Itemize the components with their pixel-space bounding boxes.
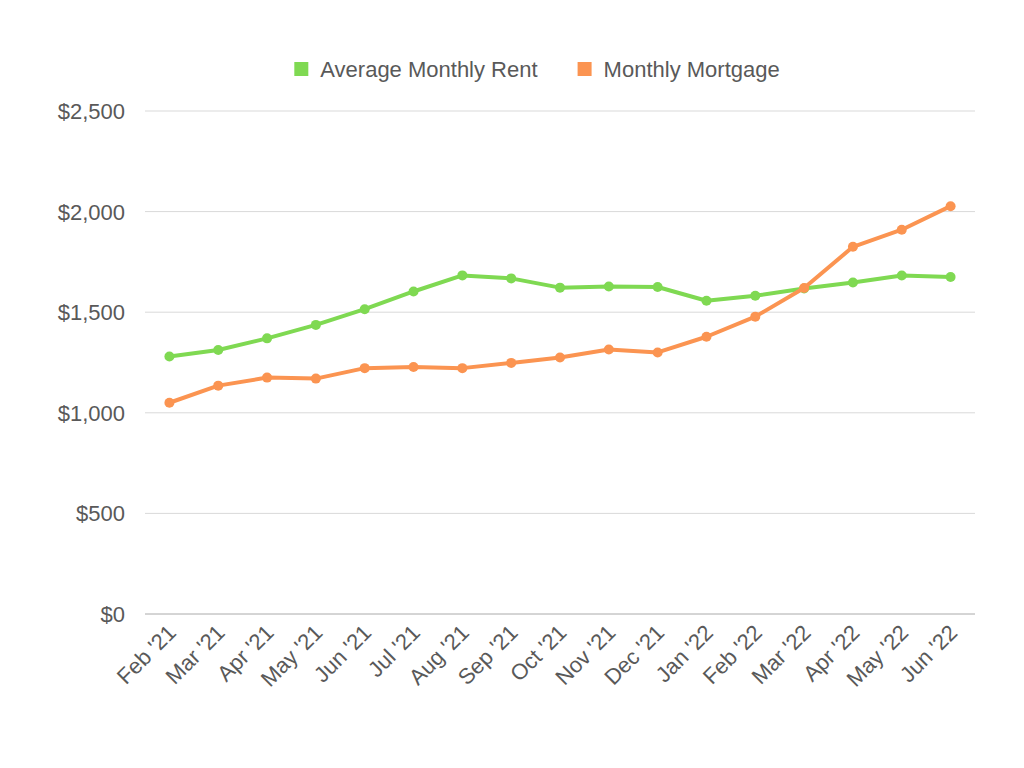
data-point [262,373,272,383]
legend-label: Average Monthly Rent [320,57,537,82]
data-point [311,320,321,330]
legend: Average Monthly Rent Monthly Mortgage [294,57,779,82]
grid-line [145,211,975,212]
x-tick-label: May '21 [256,620,328,692]
x-tick-label: Mar '21 [161,620,230,689]
y-tick-label: $1,500 [58,300,125,325]
grid-line [145,513,975,514]
data-point [701,296,711,306]
data-point [653,282,663,292]
data-point [604,281,614,291]
data-point [897,225,907,235]
x-tick-label: Dec '21 [599,620,669,690]
series-line [169,275,950,356]
plot-area [164,201,955,408]
data-point [311,374,321,384]
data-point [506,358,516,368]
y-tick-label: $1,000 [58,401,125,426]
grid-line [145,312,975,313]
data-point [506,273,516,283]
data-point [946,201,956,211]
grid-line [145,111,975,112]
series-line [169,206,950,403]
data-point [604,344,614,354]
x-tick-label: May '22 [842,620,914,692]
data-point [750,291,760,301]
x-tick-label: Jun '21 [309,620,376,687]
data-point [555,352,565,362]
data-point [213,345,223,355]
data-point [457,270,467,280]
data-point [360,363,370,373]
y-tick-label: $2,500 [58,99,125,124]
x-tick-label: Sep '21 [453,620,523,690]
data-point [164,351,174,361]
y-tick-label: $0 [101,602,125,627]
data-point [848,277,858,287]
y-tick-label: $2,000 [58,200,125,225]
data-point [164,398,174,408]
data-point [946,272,956,282]
legend-label: Monthly Mortgage [604,57,780,82]
data-point [555,283,565,293]
data-point [409,362,419,372]
y-tick-label: $500 [76,501,125,526]
data-point [848,242,858,252]
x-tick-label: Mar '22 [747,620,816,689]
data-point [701,332,711,342]
data-point [750,312,760,322]
data-point [213,381,223,391]
chart: $0$500$1,000$1,500$2,000$2,500Feb '21Mar… [0,0,1024,768]
x-tick-label: Jun '22 [895,620,962,687]
legend-swatch [294,62,308,76]
data-point [653,347,663,357]
grid-line [145,412,975,413]
data-point [457,363,467,373]
x-axis-line [145,614,975,615]
data-point [897,271,907,281]
data-point [262,333,272,343]
data-point [409,286,419,296]
legend-swatch [578,62,592,76]
data-point [799,283,809,293]
data-point [360,304,370,314]
